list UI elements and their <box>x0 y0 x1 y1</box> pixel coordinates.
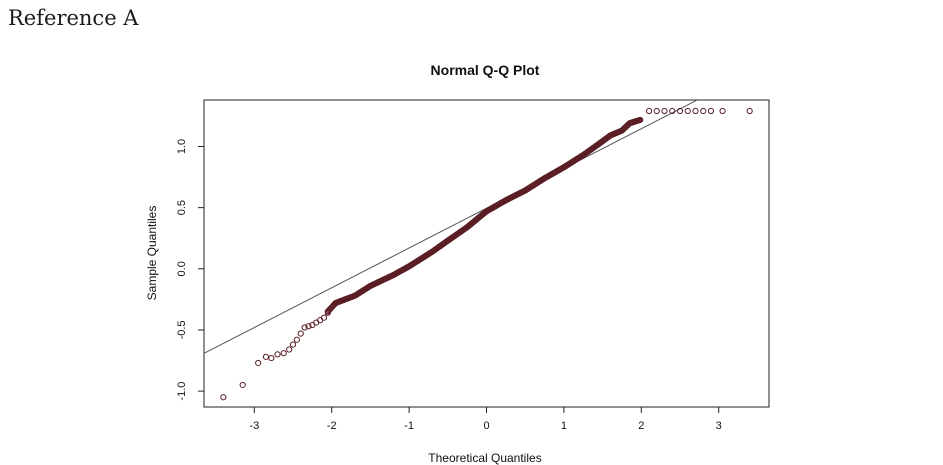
plot-frame <box>203 99 770 408</box>
data-point <box>286 346 293 353</box>
y-tick-label: -1.0 <box>176 382 188 401</box>
data-point <box>305 323 312 330</box>
y-tick-label: 0.5 <box>176 200 188 215</box>
data-point <box>645 107 653 115</box>
x-axis: -3 -2 -1 0 1 2 3 <box>249 407 722 432</box>
data-point <box>707 107 715 115</box>
data-point <box>684 107 691 115</box>
data-point <box>669 107 676 115</box>
chart-title: Normal Q-Q Plot <box>431 62 540 78</box>
x-tick-label: -3 <box>249 420 259 432</box>
data-point <box>653 107 660 115</box>
data-point <box>661 107 668 115</box>
data-point <box>220 394 227 401</box>
data-point <box>255 359 262 367</box>
data-point <box>320 314 328 321</box>
x-tick-label: 0 <box>483 420 489 432</box>
data-point <box>289 341 297 348</box>
points-group <box>220 107 753 401</box>
y-tick-label: 1.0 <box>176 139 188 154</box>
x-tick-label: 2 <box>638 420 644 432</box>
y-axis-label: Sample Quantiles <box>145 206 159 301</box>
data-point <box>676 107 684 115</box>
data-point <box>746 107 753 115</box>
y-tick-label: 0.0 <box>176 261 188 276</box>
data-point <box>293 336 300 343</box>
data-point <box>297 330 304 337</box>
data-point <box>262 353 270 360</box>
data-point <box>301 324 308 331</box>
x-tick-label: -2 <box>327 420 337 432</box>
x-tick-label: 3 <box>716 420 722 432</box>
y-axis: -1.0 -0.5 0.0 0.5 1.0 <box>176 139 204 401</box>
data-point <box>274 351 281 358</box>
x-axis-label: Theoretical Quantiles <box>428 451 541 465</box>
x-tick-label: -1 <box>404 420 414 432</box>
data-point <box>637 116 644 124</box>
data-point <box>719 107 726 115</box>
y-tick-label: -0.5 <box>176 320 188 339</box>
reference-label: Reference A <box>8 6 139 30</box>
data-point <box>239 381 246 389</box>
data-point <box>268 354 275 362</box>
data-point <box>280 350 287 357</box>
data-point <box>700 107 707 115</box>
x-tick-label: 1 <box>561 420 567 432</box>
data-point <box>692 107 699 115</box>
